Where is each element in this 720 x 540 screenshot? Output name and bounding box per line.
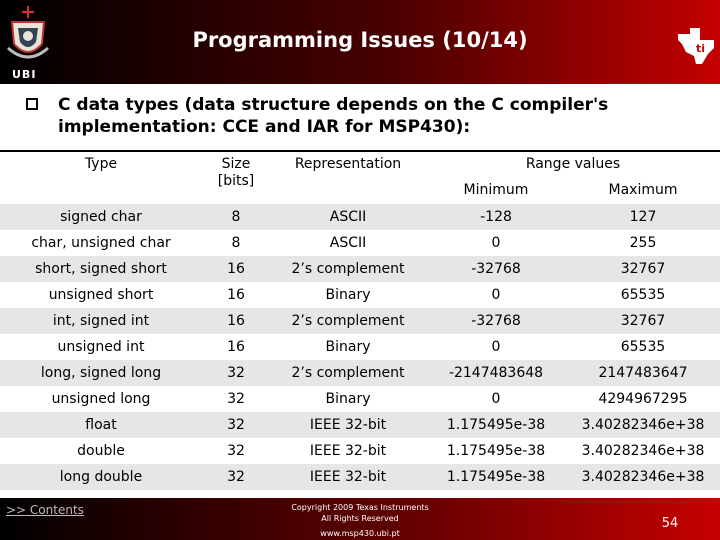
- page-number: 54: [661, 516, 679, 531]
- cell-size: 32: [227, 443, 245, 459]
- cell-size: 32: [227, 469, 245, 485]
- table-row: long, signed long 32 2’s complement -214…: [0, 360, 720, 386]
- svg-text:ti: ti: [696, 42, 705, 55]
- cell-maximum: 32767: [620, 261, 666, 277]
- header-size: Size [bits]: [217, 156, 255, 189]
- cell-type: signed char: [60, 209, 142, 225]
- cell-size: 16: [227, 261, 245, 277]
- contents-link[interactable]: >> Contents: [6, 503, 84, 517]
- rights-line: All Rights Reserved: [321, 514, 399, 523]
- table-row: unsigned short 16 Binary 0 65535: [0, 282, 720, 308]
- cell-type: unsigned long: [51, 391, 151, 407]
- cell-minimum: 0: [491, 287, 501, 303]
- cell-type: char, unsigned char: [31, 235, 171, 251]
- slide-footer: >> Contents Copyright 2009 Texas Instrum…: [0, 498, 720, 540]
- cell-size: 16: [227, 287, 245, 303]
- cell-maximum: 3.40282346e+38: [581, 469, 705, 485]
- copyright-notice: Copyright 2009 Texas Instruments All Rig…: [270, 502, 450, 524]
- cell-representation: 2’s complement: [291, 261, 405, 277]
- cell-type: double: [77, 443, 125, 459]
- cell-representation: IEEE 32-bit: [309, 469, 387, 485]
- slide-subtitle: C data types (data structure depends on …: [58, 95, 609, 137]
- table-row: unsigned int 16 Binary 0 65535: [0, 334, 720, 360]
- table-row: float 32 IEEE 32-bit 1.175495e-38 3.4028…: [0, 412, 720, 438]
- cell-representation: 2’s complement: [291, 313, 405, 329]
- cell-maximum: 2147483647: [598, 365, 688, 381]
- table-row: double 32 IEEE 32-bit 1.175495e-38 3.402…: [0, 438, 720, 464]
- table-header: Type Size [bits] Representation Range va…: [0, 152, 720, 204]
- cell-maximum: 127: [629, 209, 657, 225]
- cell-minimum: 1.175495e-38: [446, 469, 546, 485]
- cell-minimum: -2147483648: [448, 365, 544, 381]
- cell-type: long, signed long: [40, 365, 162, 381]
- slide-title: Programming Issues (10/14): [192, 28, 528, 52]
- header-type: Type: [84, 156, 118, 172]
- cell-size: 16: [227, 313, 245, 329]
- footer-url: www.msp430.ubi.pt: [320, 529, 400, 538]
- cell-maximum: 3.40282346e+38: [581, 443, 705, 459]
- table-row: int, signed int 16 2’s complement -32768…: [0, 308, 720, 334]
- cell-maximum: 32767: [620, 313, 666, 329]
- cell-minimum: -32768: [471, 313, 521, 329]
- table-row: unsigned long 32 Binary 0 4294967295: [0, 386, 720, 412]
- table-row: long double 32 IEEE 32-bit 1.175495e-38 …: [0, 464, 720, 490]
- header-representation: Representation: [294, 156, 402, 172]
- cell-type: int, signed int: [52, 313, 150, 329]
- cell-type: short, signed short: [35, 261, 167, 277]
- cell-representation: ASCII: [329, 235, 367, 251]
- cell-maximum: 65535: [620, 287, 666, 303]
- table-row: char, unsigned char 8 ASCII 0 255: [0, 230, 720, 256]
- copyright-line: Copyright 2009 Texas Instruments: [291, 503, 429, 512]
- cell-size: 8: [231, 209, 241, 225]
- cell-minimum: -128: [480, 209, 512, 225]
- cell-minimum: 0: [491, 235, 501, 251]
- header-range: Range values: [525, 156, 621, 172]
- cell-minimum: 0: [491, 391, 501, 407]
- cell-type: long double: [59, 469, 143, 485]
- cell-representation: IEEE 32-bit: [309, 443, 387, 459]
- cell-maximum: 255: [629, 235, 657, 251]
- cell-representation: Binary: [325, 287, 371, 303]
- cell-size: 32: [227, 365, 245, 381]
- cell-minimum: 0: [491, 339, 501, 355]
- cell-representation: 2’s complement: [291, 365, 405, 381]
- cell-minimum: 1.175495e-38: [446, 417, 546, 433]
- cell-type: float: [85, 417, 117, 433]
- cell-representation: IEEE 32-bit: [309, 417, 387, 433]
- org-label: UBI: [12, 68, 37, 81]
- checkbox-bullet-icon: [26, 98, 38, 110]
- university-crest-icon: [6, 6, 50, 59]
- header-minimum: Minimum: [463, 182, 529, 198]
- cell-maximum: 65535: [620, 339, 666, 355]
- cell-maximum: 3.40282346e+38: [581, 417, 705, 433]
- table-row: short, signed short 16 2’s complement -3…: [0, 256, 720, 282]
- cell-size: 16: [227, 339, 245, 355]
- cell-size: 32: [227, 417, 245, 433]
- slide-header: UBI Programming Issues (10/14) ti: [0, 0, 720, 84]
- cell-representation: Binary: [325, 339, 371, 355]
- cell-size: 32: [227, 391, 245, 407]
- cell-size: 8: [231, 235, 241, 251]
- data-types-table: Type Size [bits] Representation Range va…: [0, 150, 720, 490]
- cell-minimum: 1.175495e-38: [446, 443, 546, 459]
- header-maximum: Maximum: [608, 182, 678, 198]
- table-row: signed char 8 ASCII -128 127: [0, 204, 720, 230]
- cell-maximum: 4294967295: [598, 391, 688, 407]
- cell-minimum: -32768: [471, 261, 521, 277]
- cell-type: unsigned short: [48, 287, 154, 303]
- cell-type: unsigned int: [57, 339, 145, 355]
- ti-logo-icon: ti: [678, 28, 714, 64]
- cell-representation: Binary: [325, 391, 371, 407]
- cell-representation: ASCII: [329, 209, 367, 225]
